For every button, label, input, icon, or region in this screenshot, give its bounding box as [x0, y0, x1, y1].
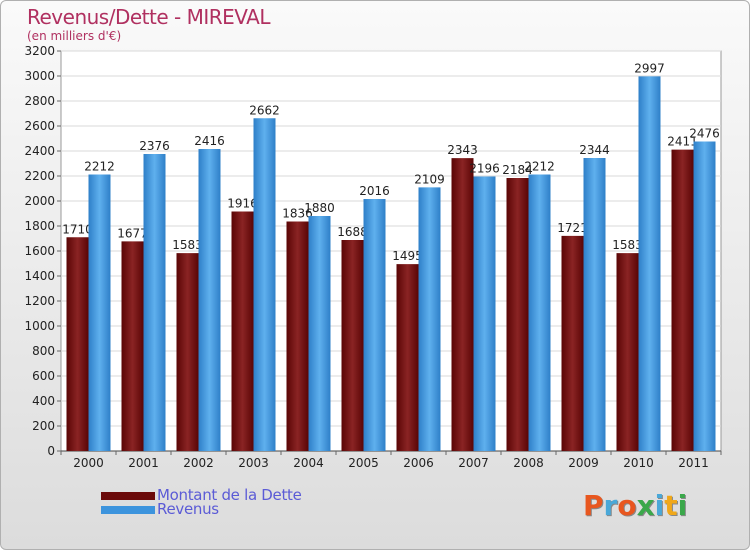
chart-title: Revenus/Dette - MIREVAL [27, 5, 271, 29]
x-tick-label: 2011 [678, 456, 709, 470]
bar-revenue [638, 76, 661, 451]
x-tick-label: 2008 [513, 456, 544, 470]
y-tick-label: 1800 [24, 219, 55, 233]
y-tick-label: 1200 [24, 294, 55, 308]
x-tick-label: 2007 [458, 456, 489, 470]
data-label: 1721 [557, 221, 588, 235]
data-label: 1836 [282, 207, 313, 221]
y-tick-label: 1000 [24, 319, 55, 333]
data-label: 2662 [249, 103, 280, 117]
logo-letter: i [677, 489, 688, 522]
data-label: 2344 [579, 143, 610, 157]
x-tick-label: 2006 [403, 456, 434, 470]
x-tick-label: 2002 [183, 456, 214, 470]
data-label: 1688 [337, 225, 368, 239]
data-label: 1495 [392, 249, 423, 263]
y-tick-label: 2200 [24, 169, 55, 183]
bar-debt [286, 221, 309, 451]
y-tick-label: 1600 [24, 244, 55, 258]
bar-revenue [253, 118, 276, 451]
y-tick-label: 800 [32, 344, 55, 358]
bar-revenue [473, 176, 496, 451]
x-tick-label: 2004 [293, 456, 324, 470]
bar-revenue [693, 141, 716, 451]
logo-letter: i [654, 489, 665, 522]
y-tick-label: 3000 [24, 69, 55, 83]
y-tick-label: 200 [32, 419, 55, 433]
data-label: 2411 [667, 135, 698, 149]
bar-revenue [198, 149, 221, 451]
logo-letter: t [664, 489, 678, 522]
bar-revenue [418, 187, 441, 451]
y-tick-label: 2600 [24, 119, 55, 133]
data-label: 2196 [469, 162, 500, 176]
y-tick-label: 2800 [24, 94, 55, 108]
bar-revenue [363, 199, 386, 451]
data-label: 1880 [304, 201, 335, 215]
bar-debt [231, 211, 254, 451]
data-label: 2416 [194, 134, 225, 148]
y-tick-label: 400 [32, 394, 55, 408]
bar-debt [671, 149, 694, 451]
logo-letter: o [617, 489, 637, 522]
bar-debt [176, 253, 199, 451]
x-tick-label: 2003 [238, 456, 269, 470]
bar-debt [341, 240, 364, 451]
bar-debt [506, 178, 529, 451]
data-label: 1583 [612, 238, 643, 252]
logo-letter: P [583, 489, 604, 522]
bar-debt [451, 158, 474, 451]
bar-revenue [308, 216, 331, 451]
data-label: 2212 [84, 160, 115, 174]
data-label: 1916 [227, 197, 258, 211]
legend-label-debt: Montant de la Dette [157, 486, 302, 504]
bar-debt [66, 237, 89, 451]
bar-revenue [583, 158, 606, 451]
y-tick-label: 0 [47, 444, 55, 458]
data-label: 1710 [62, 222, 93, 236]
data-label: 1677 [117, 226, 148, 240]
data-label: 2184 [502, 163, 533, 177]
x-tick-label: 2000 [73, 456, 104, 470]
x-tick-label: 2001 [128, 456, 159, 470]
logo-letter: r [603, 489, 618, 522]
x-tick-label: 2005 [348, 456, 379, 470]
bar-debt [121, 241, 144, 451]
x-tick-label: 2009 [568, 456, 599, 470]
data-label: 2212 [524, 160, 555, 174]
y-tick-label: 2400 [24, 144, 55, 158]
bar-debt [561, 235, 584, 451]
chart-subtitle: (en milliers d'€) [27, 29, 122, 43]
legend-label-revenue: Revenus [157, 500, 219, 518]
data-label: 1583 [172, 238, 203, 252]
logo-letter: x [636, 489, 655, 522]
data-label: 2343 [447, 143, 478, 157]
data-label: 2016 [359, 184, 390, 198]
y-tick-label: 600 [32, 369, 55, 383]
data-label: 2376 [139, 139, 170, 153]
bar-revenue [528, 174, 551, 451]
data-label: 2997 [634, 61, 665, 75]
data-label: 2476 [689, 127, 720, 141]
proxiti-logo: Proxiti [583, 489, 687, 522]
x-tick-label: 2010 [623, 456, 654, 470]
bar-debt [616, 253, 639, 451]
bar-revenue [88, 174, 111, 451]
legend-swatch-debt [101, 492, 155, 500]
data-label: 2109 [414, 172, 445, 186]
bar-debt [396, 264, 419, 451]
bar-revenue [143, 154, 166, 451]
y-tick-label: 1400 [24, 269, 55, 283]
y-tick-label: 2000 [24, 194, 55, 208]
y-tick-label: 3200 [24, 44, 55, 58]
legend-swatch-revenue [101, 506, 155, 514]
